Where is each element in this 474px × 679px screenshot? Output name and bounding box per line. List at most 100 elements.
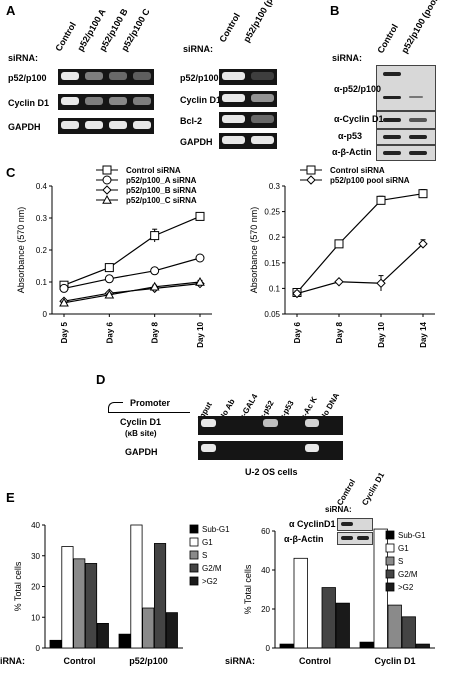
category-label: p52/p100: [129, 656, 168, 666]
x-tick-label: Day 14: [419, 321, 428, 347]
bar: [335, 602, 350, 649]
western-blot-p53: [376, 129, 436, 145]
legend-label: G1: [398, 544, 409, 553]
antibody-label: α-Cyclin D1: [334, 114, 384, 124]
bar: [118, 633, 131, 649]
data-point: [104, 263, 114, 273]
bar: [279, 643, 294, 649]
row-label: Cyclin D1: [180, 95, 222, 105]
y-axis-label: Absorbance (570 nm): [16, 207, 26, 294]
x-tick-label: Day 8: [151, 321, 160, 343]
y-tick-label: 0.1: [36, 278, 48, 287]
category-label: Cyclin D1: [374, 656, 415, 666]
bar: [61, 546, 74, 649]
y-tick-label: 0.05: [264, 310, 280, 319]
row-label: GAPDH: [8, 122, 41, 132]
gel-strip: [58, 69, 154, 85]
y-tick-label: 0.4: [36, 182, 48, 191]
data-point: [195, 276, 205, 286]
data-point: [59, 297, 69, 307]
data-point: [195, 211, 205, 221]
inset-blot-actin: [337, 532, 373, 545]
series-line: [296, 243, 424, 295]
y-tick-label: 0.25: [264, 208, 280, 217]
antibody-label: α-β-Actin: [332, 147, 372, 157]
legend-swatch: [385, 543, 395, 553]
gel-strip: [219, 91, 277, 107]
lane-label: p52/p100 (pool): [399, 0, 442, 55]
row-label-cyclinD1: Cyclin D1: [120, 417, 162, 427]
bar: [153, 543, 167, 649]
legend-marker: [102, 185, 112, 195]
panel-label-b: B: [330, 3, 340, 18]
western-blot-actin: [376, 145, 436, 161]
row-label-gapdh: GAPDH: [125, 447, 158, 457]
gel-band: [251, 115, 274, 123]
antibody-label: α-p52/p100: [334, 84, 382, 94]
legend-label: >G2: [398, 583, 414, 592]
legend-label: p52/p100_B siRNA: [126, 186, 197, 195]
legend-label: G2/M: [202, 564, 222, 573]
legend-marker: [102, 194, 112, 204]
legend-swatch: [189, 524, 199, 534]
bar: [49, 639, 62, 649]
bar: [165, 612, 178, 649]
gel-strip: [219, 133, 277, 149]
legend-label: Sub-G1: [202, 525, 230, 534]
legend-label: p52/p100 pool siRNA: [330, 176, 410, 185]
legend-swatch: [385, 569, 395, 579]
series-line: [63, 215, 201, 286]
y-tick-label: 20: [31, 583, 40, 592]
gel-band: [251, 72, 274, 80]
western-blot-cyclinD1: [376, 111, 436, 129]
gel-band: [109, 121, 127, 129]
panel-label-a: A: [6, 3, 16, 18]
gel-band: [61, 72, 79, 80]
legend-label: Control siRNA: [126, 166, 181, 175]
legend-label: Control siRNA: [330, 166, 385, 175]
legend-label: p52/p100_C siRNA: [126, 196, 197, 205]
gel-band: [251, 136, 274, 144]
data-point: [149, 281, 160, 291]
panel-label-d: D: [96, 372, 106, 387]
bar: [73, 558, 86, 649]
legend-marker: [102, 165, 112, 175]
siRNA-label: siRNA:: [332, 53, 363, 63]
y-tick-label: 10: [31, 613, 40, 622]
series-line: [63, 283, 201, 302]
y-tick-label: 0: [266, 644, 271, 653]
y-tick-label: 30: [31, 552, 40, 561]
legend-label: G2/M: [398, 570, 418, 579]
data-point: [334, 277, 344, 287]
bracket-line: [108, 412, 190, 413]
category-label: Control: [64, 656, 96, 666]
gel-band: [133, 97, 151, 105]
gel-band: [222, 94, 245, 102]
data-point: [104, 289, 115, 299]
siRNA-label: siRNA:: [8, 53, 39, 63]
legend-swatch: [385, 582, 395, 592]
legend-swatch: [385, 556, 395, 566]
inset-siRNA-label: siRNA:: [325, 505, 352, 514]
y-tick-label: 20: [261, 605, 270, 614]
legend-label: S: [202, 551, 207, 560]
row-sublabel: (κB site): [125, 429, 157, 438]
cell-cycle-bars: 0 10 20 30 40 % Total cells Control p52/p100 siR…: [0, 521, 435, 666]
gel-band: [85, 72, 103, 80]
bar: [401, 616, 416, 649]
y-tick-label: 0.3: [36, 214, 48, 223]
gel-band: [222, 136, 245, 144]
lane-label: Control: [53, 20, 78, 54]
gel-strip: [58, 94, 154, 110]
x-tick-label: Day 10: [196, 321, 205, 347]
western-blot-p52: [376, 65, 436, 111]
legend-marker: [306, 175, 316, 185]
y-axis-label: Absorbance (570 nm): [249, 207, 259, 294]
promoter-label: Promoter: [130, 398, 171, 408]
gel-band: [85, 121, 103, 129]
y-tick-label: 0.2: [36, 246, 48, 255]
gel-band: [109, 97, 127, 105]
legend-label: G1: [202, 538, 213, 547]
legend-swatch: [189, 563, 199, 573]
gel-strip: [58, 118, 154, 134]
